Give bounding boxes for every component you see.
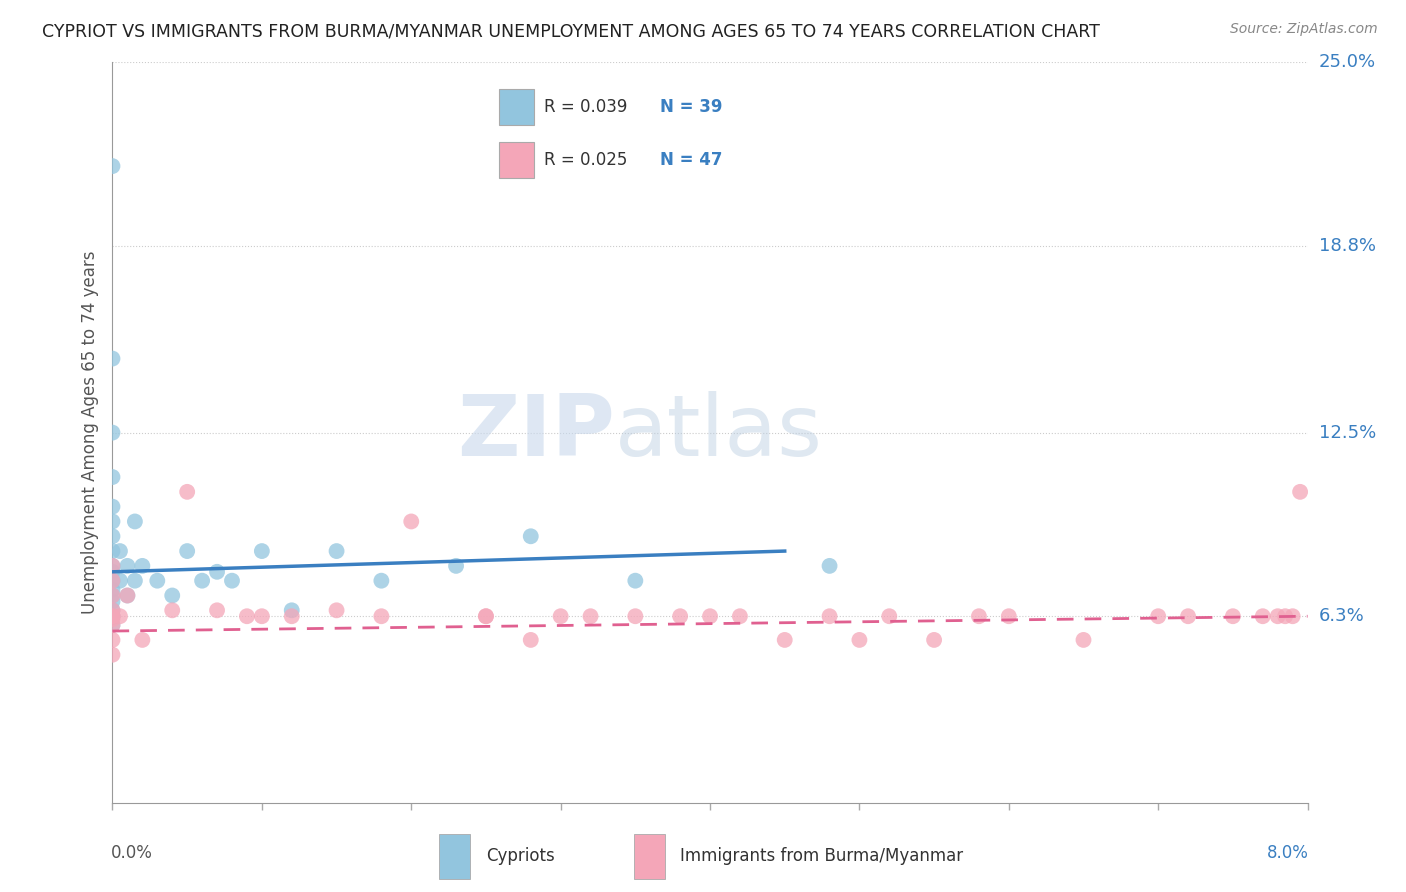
Point xyxy=(624,574,647,588)
Point xyxy=(1289,484,1312,499)
Text: 12.5%: 12.5% xyxy=(1319,424,1376,442)
Point xyxy=(101,603,124,617)
Point xyxy=(101,425,124,440)
Point xyxy=(124,574,146,588)
Text: atlas: atlas xyxy=(614,391,823,475)
Point xyxy=(1222,609,1244,624)
Point xyxy=(205,565,228,579)
Point xyxy=(1147,609,1170,624)
Point xyxy=(818,558,841,573)
Point xyxy=(101,574,124,588)
Point xyxy=(101,351,124,366)
Point xyxy=(101,515,124,529)
Point xyxy=(101,159,124,173)
Point xyxy=(108,574,131,588)
Point xyxy=(101,558,124,573)
Point xyxy=(162,603,183,617)
Text: 25.0%: 25.0% xyxy=(1319,54,1376,71)
Text: 0.0%: 0.0% xyxy=(111,844,153,862)
Point xyxy=(579,609,602,624)
Point xyxy=(699,609,721,624)
Point xyxy=(101,609,124,624)
Point xyxy=(669,609,692,624)
Point xyxy=(998,609,1021,624)
Point xyxy=(205,603,228,617)
Point xyxy=(101,589,124,603)
Point xyxy=(624,609,647,624)
Point xyxy=(191,574,214,588)
Point xyxy=(101,470,124,484)
Point xyxy=(520,632,543,647)
Point xyxy=(108,544,131,558)
Point xyxy=(1251,609,1274,624)
Point xyxy=(1267,609,1289,624)
Text: 18.8%: 18.8% xyxy=(1319,237,1375,255)
Point xyxy=(250,544,273,558)
Point xyxy=(101,603,124,617)
Point xyxy=(325,603,347,617)
Point xyxy=(101,612,124,626)
Point xyxy=(520,529,543,543)
Point xyxy=(444,558,467,573)
Point xyxy=(818,609,841,624)
Point xyxy=(922,632,945,647)
Point xyxy=(101,609,124,624)
Point xyxy=(101,618,124,632)
Point xyxy=(101,609,124,624)
Point xyxy=(101,574,124,588)
Point xyxy=(475,609,498,624)
Point xyxy=(250,609,273,624)
Point xyxy=(1073,632,1095,647)
Point xyxy=(281,603,304,617)
Point xyxy=(131,632,153,647)
Point xyxy=(281,609,304,624)
Point xyxy=(1274,609,1296,624)
Text: CYPRIOT VS IMMIGRANTS FROM BURMA/MYANMAR UNEMPLOYMENT AMONG AGES 65 TO 74 YEARS : CYPRIOT VS IMMIGRANTS FROM BURMA/MYANMAR… xyxy=(42,22,1099,40)
Point xyxy=(101,582,124,597)
Point xyxy=(370,574,392,588)
Point xyxy=(550,609,572,624)
Text: 8.0%: 8.0% xyxy=(1267,844,1309,862)
Point xyxy=(101,648,124,662)
Point xyxy=(236,609,259,624)
Point xyxy=(101,609,124,624)
Point xyxy=(162,589,183,603)
Point xyxy=(401,515,423,529)
Y-axis label: Unemployment Among Ages 65 to 74 years: Unemployment Among Ages 65 to 74 years xyxy=(80,251,98,615)
Point xyxy=(117,589,139,603)
Point xyxy=(101,565,124,579)
Point xyxy=(176,484,198,499)
Point xyxy=(773,632,796,647)
Point xyxy=(967,609,990,624)
Point xyxy=(101,589,124,603)
Text: Source: ZipAtlas.com: Source: ZipAtlas.com xyxy=(1230,22,1378,37)
Point xyxy=(1281,609,1303,624)
Point xyxy=(124,515,146,529)
Point xyxy=(101,558,124,573)
Point xyxy=(475,609,498,624)
Point xyxy=(879,609,901,624)
Point xyxy=(101,500,124,514)
Point xyxy=(176,544,198,558)
Point xyxy=(131,558,153,573)
Point xyxy=(108,609,131,624)
Point xyxy=(221,574,243,588)
Point xyxy=(117,589,139,603)
Point xyxy=(1177,609,1199,624)
Point xyxy=(101,529,124,543)
Point xyxy=(370,609,392,624)
Point xyxy=(101,594,124,608)
Point xyxy=(728,609,751,624)
Point xyxy=(101,544,124,558)
Text: 6.3%: 6.3% xyxy=(1319,607,1364,625)
Point xyxy=(101,618,124,632)
Point xyxy=(325,544,347,558)
Point xyxy=(101,632,124,647)
Point xyxy=(117,558,139,573)
Point xyxy=(146,574,169,588)
Text: ZIP: ZIP xyxy=(457,391,614,475)
Point xyxy=(848,632,870,647)
